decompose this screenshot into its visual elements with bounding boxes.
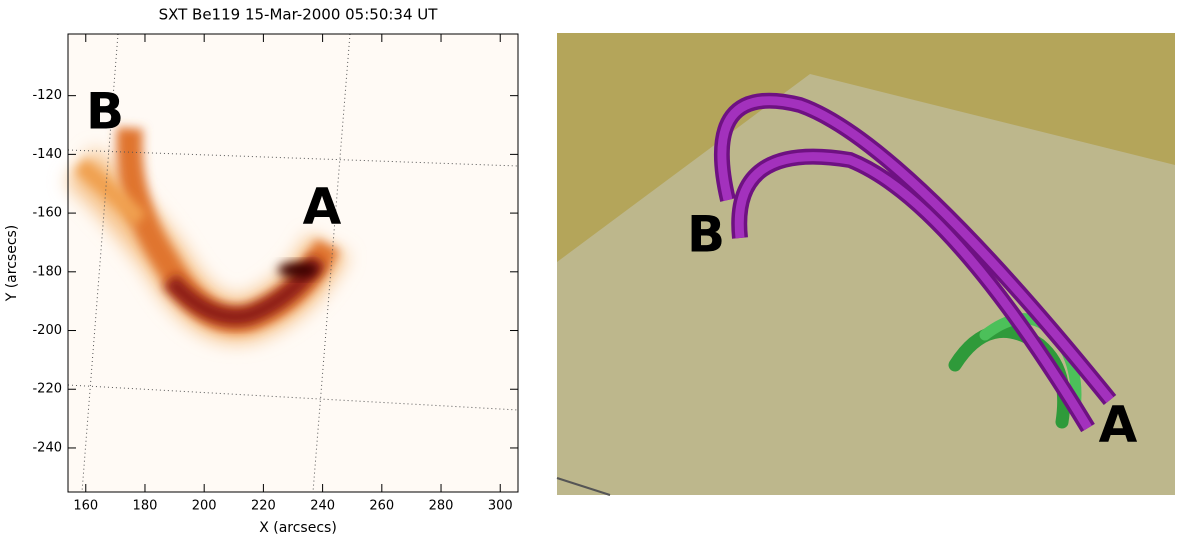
annotation: B <box>86 83 124 141</box>
rendering-panel: B A <box>556 33 1175 496</box>
grid-line <box>81 33 119 493</box>
x-tick-label: 160 <box>73 499 98 514</box>
x-tick-label: 220 <box>251 499 276 514</box>
emission <box>64 127 349 343</box>
grid-line <box>312 33 351 493</box>
photosphere-plane <box>557 74 1175 495</box>
plane-edge <box>556 477 611 496</box>
emission-branch <box>74 158 147 227</box>
loop-highlight <box>734 152 1092 431</box>
rendering-label: B <box>687 206 725 264</box>
x-tick-label: 200 <box>192 499 217 514</box>
loop-highlight <box>717 96 1114 403</box>
y-tick-label: -220 <box>32 382 62 397</box>
x-tick-label: 240 <box>310 499 335 514</box>
rendering-label: A <box>1099 396 1138 454</box>
purple-loops <box>713 92 1117 433</box>
coordinate-grid <box>67 33 519 493</box>
emission-peak <box>278 262 318 278</box>
y-tick-label: -180 <box>32 264 62 279</box>
y-tick-label: -240 <box>32 440 62 455</box>
plot-title: SXT Be119 15-Mar-2000 05:50:34 UT <box>159 6 439 24</box>
annotation: A <box>303 178 342 236</box>
emission-core <box>163 254 326 326</box>
x-axis-label: X (arcsecs) <box>259 520 337 536</box>
y-tick-label: -120 <box>32 88 62 103</box>
plot-frame <box>67 33 519 493</box>
y-tick-label: -200 <box>32 323 62 338</box>
x-tick-label: 300 <box>488 499 513 514</box>
y-tick-label: -160 <box>32 206 62 221</box>
y-tick-label: -140 <box>32 147 62 162</box>
x-tick-label: 180 <box>133 499 158 514</box>
y-axis-label: Y (arcsecs) <box>4 225 20 303</box>
x-tick-label: 280 <box>429 499 454 514</box>
x-tick-label: 260 <box>369 499 394 514</box>
